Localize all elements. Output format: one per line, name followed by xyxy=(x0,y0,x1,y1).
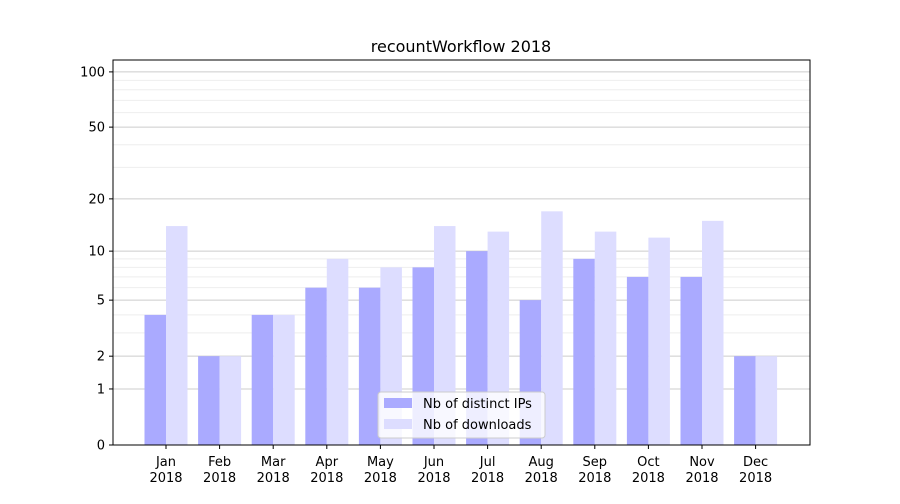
bar-downloads xyxy=(702,220,724,445)
x-tick-label: Nov 2018 xyxy=(685,455,718,486)
legend-swatch xyxy=(384,419,412,429)
x-tick-label: Jul 2018 xyxy=(471,455,504,486)
x-tick-label: Apr 2018 xyxy=(310,455,343,486)
bar-downloads xyxy=(166,226,188,445)
bar-ips xyxy=(144,314,166,445)
plot-frame xyxy=(112,59,811,446)
bar-downloads xyxy=(594,231,617,445)
bar-ips xyxy=(573,258,595,445)
bar-downloads xyxy=(755,356,778,445)
bar-downloads xyxy=(219,356,242,445)
x-tick-label: Dec 2018 xyxy=(739,455,772,486)
bar-ips xyxy=(680,276,702,445)
bar-downloads xyxy=(326,258,349,445)
x-tick-label: Oct 2018 xyxy=(632,455,665,486)
x-tick-label: Sep 2018 xyxy=(578,455,611,486)
y-tick-label: 2 xyxy=(97,350,105,365)
x-tick-label: Jun 2018 xyxy=(417,455,450,486)
chart-title: recountWorkflow 2018 xyxy=(371,37,551,56)
bar-ips xyxy=(251,314,274,445)
x-tick-label: Feb 2018 xyxy=(203,455,236,486)
y-tick-label: 1 xyxy=(97,382,105,397)
legend-box xyxy=(377,391,546,439)
bar-ips xyxy=(626,276,649,445)
bar-downloads xyxy=(273,314,295,445)
y-tick-label: 0 xyxy=(97,439,105,454)
bar-ips xyxy=(305,287,327,445)
y-tick-label: 10 xyxy=(88,245,105,260)
legend-swatch xyxy=(384,398,412,408)
x-tick-label: May 2018 xyxy=(364,455,397,486)
legend-label: Nb of downloads xyxy=(423,418,532,433)
bar-ips xyxy=(358,287,381,445)
x-tick-label: Jan 2018 xyxy=(149,455,182,486)
x-tick-label: Aug 2018 xyxy=(525,455,558,486)
y-tick-label: 5 xyxy=(97,294,105,309)
bar-downloads xyxy=(648,237,670,445)
x-tick-label: Mar 2018 xyxy=(257,455,290,486)
y-tick-label: 100 xyxy=(80,65,105,80)
legend: Nb of distinct IPs Nb of downloads xyxy=(377,391,546,439)
bar-downloads xyxy=(541,211,563,445)
bar-downloads xyxy=(434,226,456,445)
bar-ips xyxy=(734,356,756,445)
y-tick-label: 50 xyxy=(88,121,105,136)
legend-label: Nb of distinct IPs xyxy=(423,397,532,412)
y-tick-label: 20 xyxy=(88,192,105,207)
bar-ips xyxy=(198,356,220,445)
